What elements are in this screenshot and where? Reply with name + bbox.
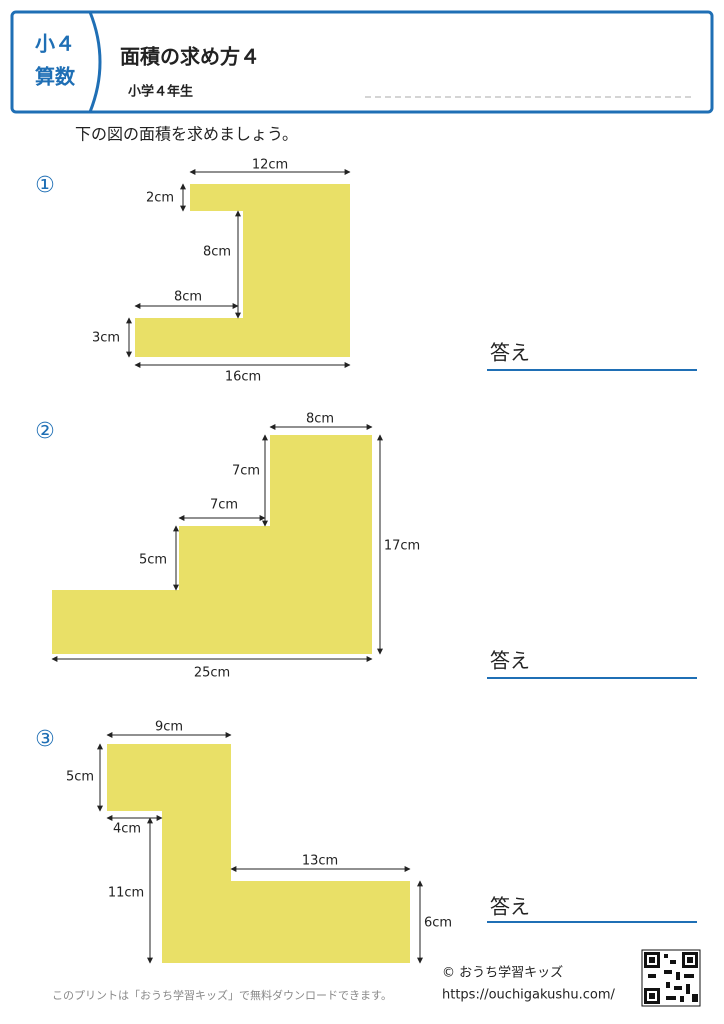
dimension-label: 11cm xyxy=(108,886,144,901)
dimension-label: 16cm xyxy=(225,370,261,385)
grade: 小４ xyxy=(35,32,75,56)
qr-code xyxy=(641,949,701,1007)
dimension-label: 17cm xyxy=(384,539,420,554)
url[interactable]: https://ouchigakushu.com/ xyxy=(442,988,616,1003)
dimension-label: 8cm xyxy=(306,412,334,427)
dimension-label: 25cm xyxy=(194,666,230,681)
shape xyxy=(107,744,410,963)
footer-note: このプリントは「おうち学習キッズ」で無料ダウンロードできます。 xyxy=(52,988,392,1002)
header-box xyxy=(10,10,714,114)
shape xyxy=(135,184,350,357)
problem-number: ③ xyxy=(35,727,55,752)
dimension-label: 8cm xyxy=(174,290,202,305)
problem-number: ① xyxy=(35,173,55,198)
dimension-label: 8cm xyxy=(203,245,231,260)
instruction: 下の図の面積を求めましょう。 xyxy=(75,125,298,144)
dimension-label: 7cm xyxy=(232,464,260,479)
subject: 算数 xyxy=(35,65,76,89)
dimension-label: 2cm xyxy=(146,191,174,206)
dimension-label: 9cm xyxy=(155,720,183,735)
dimension-label: 3cm xyxy=(92,331,120,346)
answer-label: 答え xyxy=(490,895,530,919)
dimension-label: 13cm xyxy=(302,854,338,869)
answer-label: 答え xyxy=(490,649,530,673)
dimension-label: 12cm xyxy=(252,158,288,173)
dimension-label: 7cm xyxy=(210,498,238,513)
problem-number: ② xyxy=(35,419,55,444)
dimension-label: 4cm xyxy=(113,822,141,837)
copyright: © おうち学習キッズ xyxy=(442,965,563,981)
dimension-label: 6cm xyxy=(424,916,452,931)
subtitle: 小学４年生 xyxy=(128,84,193,100)
answer-label: 答え xyxy=(490,341,530,365)
title: 面積の求め方４ xyxy=(120,45,260,69)
shape xyxy=(52,435,372,654)
dimension-label: 5cm xyxy=(66,770,94,785)
dimension-label: 5cm xyxy=(139,553,167,568)
header-divider xyxy=(88,11,102,113)
